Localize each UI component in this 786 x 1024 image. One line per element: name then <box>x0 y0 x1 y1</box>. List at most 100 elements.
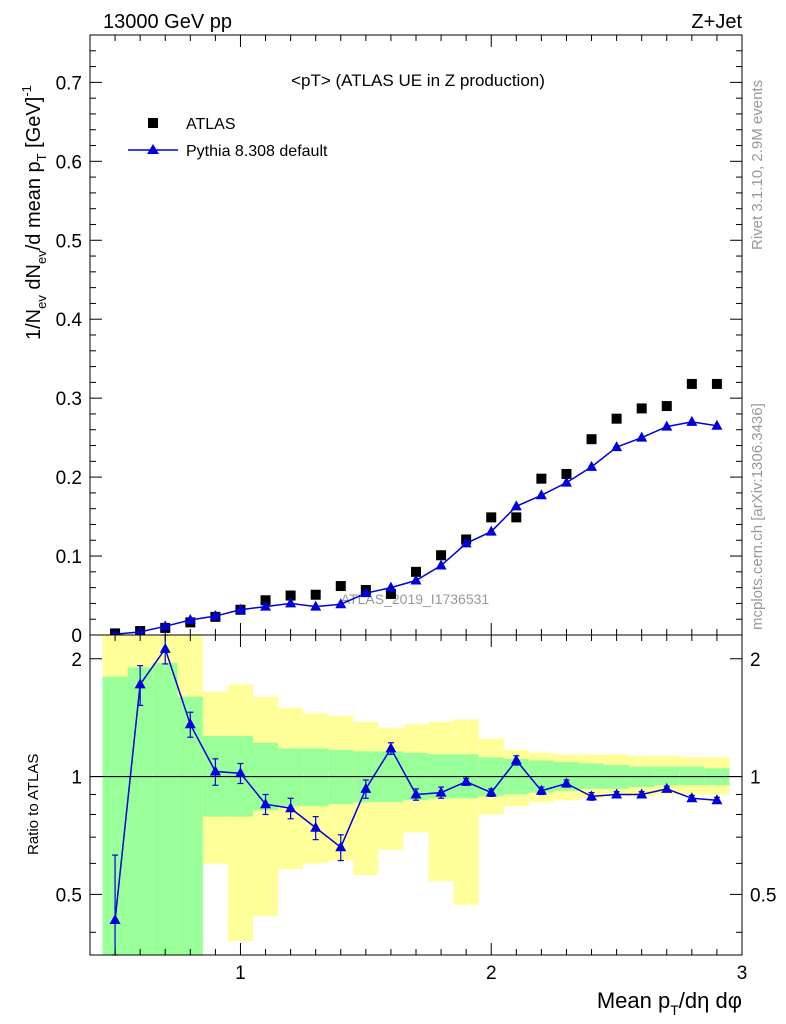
ratio-data-point <box>535 784 547 795</box>
header-left: 13000 GeV pp <box>103 11 232 33</box>
atlas-data-point <box>486 512 497 523</box>
x-tick-label: 2 <box>486 963 497 984</box>
atlas-data-point <box>561 468 572 479</box>
pythia-data-point <box>636 431 648 442</box>
main-y-tick-label: 0.5 <box>56 231 82 252</box>
atlas-data-point <box>586 434 597 445</box>
main-y-tick-label: 0.6 <box>56 152 82 173</box>
ratio-data-point <box>711 794 723 805</box>
x-tick-label: 1 <box>235 963 246 984</box>
atlas-data-point <box>611 413 622 424</box>
ratio-y-tick-label-right: 0.5 <box>750 885 776 906</box>
ratio-data-point <box>460 775 472 786</box>
ratio-data-point <box>260 798 272 809</box>
ratio-data-point <box>134 678 146 689</box>
ratio-data-point <box>360 782 372 793</box>
pythia-data-point <box>711 419 723 430</box>
atlas-data-point <box>335 581 346 592</box>
ratio-data-point <box>335 841 347 852</box>
ratio-data-point <box>485 786 497 797</box>
ratio-green-band <box>127 667 153 955</box>
pythia-data-point <box>510 500 522 511</box>
pythia-data-point <box>360 587 372 598</box>
ratio-data-point <box>285 802 297 813</box>
atlas-data-point <box>711 378 722 389</box>
legend-pythia-label: Pythia 8.308 default <box>186 143 328 160</box>
ratio-data-point <box>560 777 572 788</box>
main-y-tick-label: 0.7 <box>56 73 82 94</box>
main-y-tick-label: 0.4 <box>56 310 83 331</box>
atlas-data-point <box>385 588 396 599</box>
pythia-data-point <box>485 525 497 536</box>
ratio-y-tick-label-right: 2 <box>750 650 761 671</box>
ratio-data-point <box>686 792 698 803</box>
header-right: Z+Jet <box>691 11 742 33</box>
atlas-data-point <box>260 595 271 606</box>
atlas-data-point <box>285 590 296 601</box>
pythia-data-point <box>184 614 196 624</box>
ratio-y-tick-label: 2 <box>71 650 82 671</box>
ratio-y-axis-label: Ratio to ATLAS <box>25 754 42 855</box>
ratio-data-point <box>159 642 171 653</box>
mcplots-label: mcplots.cern.ch [arXiv:1306.3436] <box>749 403 766 630</box>
ratio-data-point <box>611 788 623 799</box>
ratio-y-tick-label: 1 <box>71 768 82 789</box>
ratio-data-point <box>385 742 397 753</box>
legend: ATLAS Pythia 8.308 default <box>128 116 328 160</box>
rivet-label: Rivet 3.1.10, 2.9M events <box>749 80 766 250</box>
legend-pythia-marker <box>147 144 159 154</box>
pythia-data-point <box>611 441 623 452</box>
ratio-data-point <box>510 754 522 765</box>
ratio-data-point <box>586 790 598 801</box>
pythia-data-point <box>560 476 572 487</box>
pythia-data-point <box>661 420 673 431</box>
x-axis-label: Mean pT/dη dφ <box>597 988 742 1018</box>
ratio-panel: 0.5 0.5 1 1 2 2 1 2 3 Ratio to ATLAS <box>25 634 776 984</box>
pythia-data-point <box>385 581 397 592</box>
pythia-data-point <box>686 415 698 426</box>
atlas-data-point <box>310 589 321 600</box>
main-y-tick-label: 0.1 <box>56 547 82 568</box>
legend-atlas-label: ATLAS <box>186 116 236 133</box>
atlas-data-point <box>686 378 697 389</box>
atlas-data-point <box>661 401 672 412</box>
plot-title: <pT> (ATLAS UE in Z production) <box>291 71 545 90</box>
pythia-data-point <box>234 603 246 614</box>
ratio-y-tick-label-right: 1 <box>750 768 761 789</box>
ratio-data-point <box>435 786 447 797</box>
legend-atlas-marker <box>148 118 158 128</box>
watermark: ATLAS_2019_I1736531 <box>341 591 490 607</box>
atlas-data-point <box>636 403 647 414</box>
pythia-data-point <box>586 460 598 471</box>
pythia-data-point <box>310 600 322 611</box>
pythia-data-point <box>435 559 447 570</box>
main-y-tick-label: 0.3 <box>56 389 82 410</box>
pythia-data-point <box>159 620 171 631</box>
ratio-yellow-band <box>428 721 454 882</box>
ratio-data-point <box>410 788 422 799</box>
pythia-data-point <box>535 489 547 500</box>
atlas-data-point <box>411 566 421 577</box>
ratio-data-point <box>209 765 221 776</box>
atlas-data-point <box>436 550 447 561</box>
main-y-tick-label: 0 <box>71 626 82 647</box>
atlas-data-point <box>511 512 522 523</box>
pythia-data-point <box>285 597 297 608</box>
ratio-yellow-band <box>453 719 479 905</box>
ratio-green-band <box>303 748 329 807</box>
pythia-data-point <box>335 598 347 609</box>
main-panel: ATLAS_2019_I1736531 <pT> (ATLAS UE in Z … <box>19 34 743 647</box>
main-y-axis-label: 1/Nev dNev/d mean pT [GeV]-1 <box>19 85 49 340</box>
ratio-data-point <box>661 782 673 793</box>
pythia-data-point <box>410 574 422 585</box>
ratio-data-point <box>234 767 246 778</box>
main-y-tick-label: 0.2 <box>56 468 82 489</box>
ratio-green-band <box>278 748 304 807</box>
ratio-y-tick-label: 0.5 <box>56 885 82 906</box>
x-tick-label: 3 <box>737 963 748 984</box>
ratio-green-band <box>152 663 178 955</box>
ratio-data-point <box>310 821 322 832</box>
pythia-data-point <box>460 537 472 548</box>
ratio-data-point <box>184 718 196 729</box>
